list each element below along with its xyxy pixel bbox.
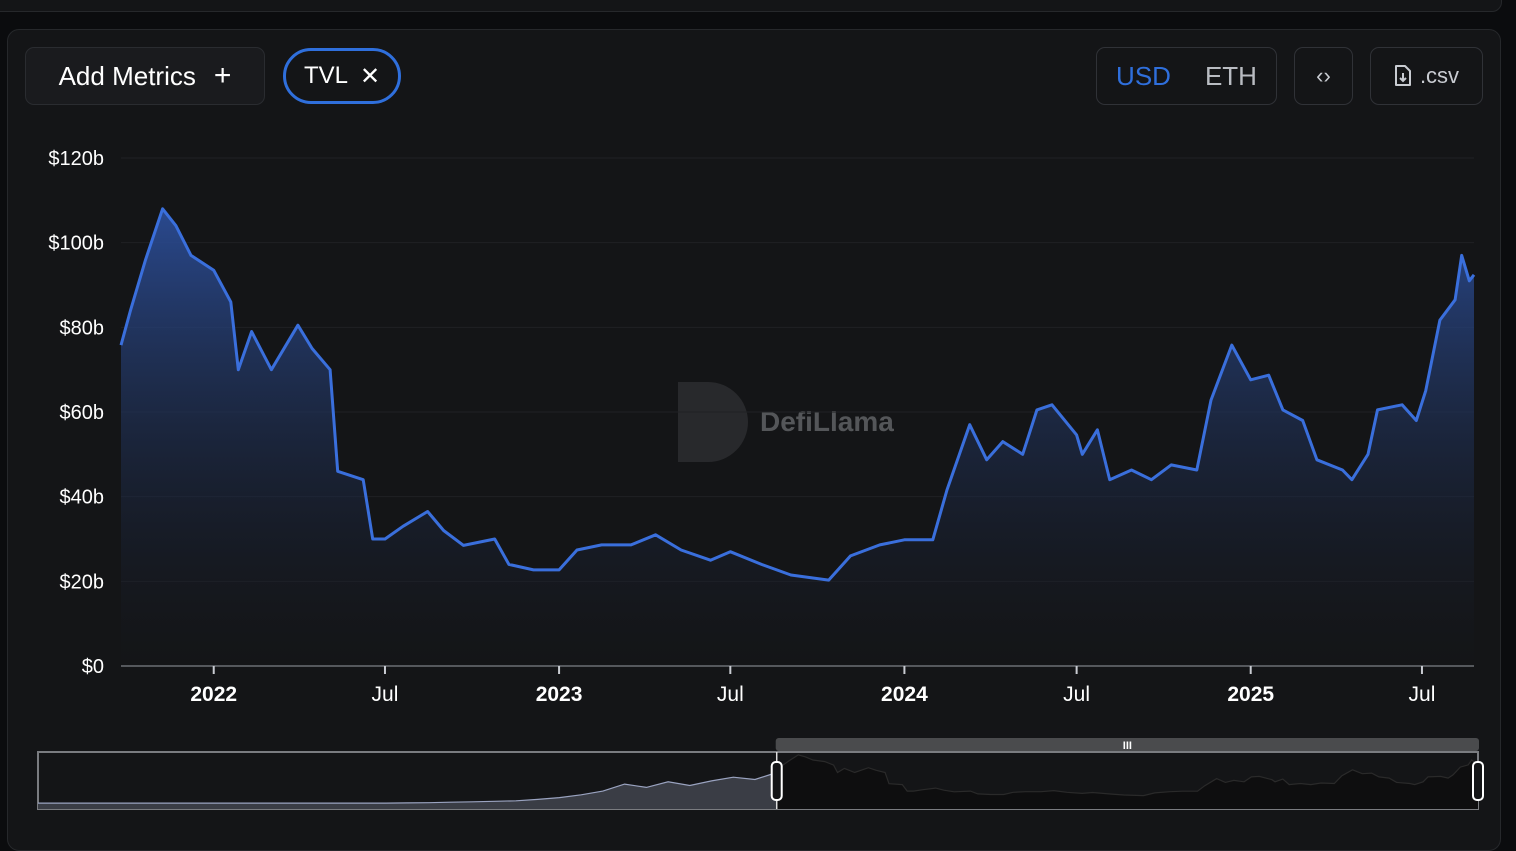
x-tick-label: Jul — [717, 683, 744, 706]
x-tick-label: Jul — [372, 683, 399, 706]
close-icon[interactable]: ✕ — [359, 62, 381, 90]
defillama-watermark: DefiLlama — [678, 382, 894, 462]
y-tick-label: $80b — [60, 317, 105, 339]
x-tick-label: 2022 — [190, 683, 237, 706]
x-tick-label: Jul — [1409, 683, 1436, 706]
tvl-label: TVL — [303, 62, 348, 89]
tvl-line — [119, 207, 1476, 582]
y-tick-label: $0 — [82, 656, 104, 678]
x-tick-label: 2025 — [1227, 683, 1274, 706]
tvl-chart[interactable]: $0 $20b $40b $60b $80b $100b $120b 2022 Jul 2023 J… — [0, 0, 1516, 827]
plus-icon: + — [213, 59, 232, 92]
navigator-scrollbar[interactable] — [775, 738, 1479, 751]
code-icon: ‹› — [1316, 63, 1331, 88]
add-metrics-label: Add Metrics — [58, 60, 196, 91]
watermark-text: DefiLlama — [760, 406, 894, 437]
currency-toggle: USD ETH — [1096, 47, 1277, 105]
add-metrics-button[interactable]: Add Metrics + — [25, 47, 265, 105]
embed-button[interactable]: ‹› — [1294, 47, 1353, 105]
currency-eth-option[interactable]: ETH — [1204, 60, 1257, 91]
llama-logo-icon — [678, 382, 748, 462]
navigator-left-handle[interactable] — [770, 761, 783, 801]
csv-label: .csv — [1419, 63, 1460, 88]
scrollbar-grip-icon: III — [1123, 740, 1132, 752]
y-tick-label: $120b — [48, 148, 104, 170]
navigator-selected-area — [776, 754, 1478, 809]
x-tick-label: 2023 — [536, 683, 583, 706]
navigator-selected-line — [776, 754, 1479, 797]
y-tick-label: $40b — [60, 487, 105, 509]
currency-usd-option[interactable]: USD — [1116, 60, 1171, 91]
tvl-metric-pill[interactable]: TVL ✕ — [283, 48, 401, 104]
download-csv-button[interactable]: .csv — [1370, 47, 1483, 105]
navigator-right-handle[interactable] — [1472, 761, 1484, 801]
y-tick-label: $20b — [60, 571, 105, 593]
file-download-icon — [1394, 65, 1411, 86]
tvl-area — [121, 208, 1474, 667]
x-tick-label: Jul — [1063, 683, 1090, 706]
navigator-history-line — [38, 771, 777, 804]
x-tick-label: 2024 — [881, 683, 928, 706]
y-tick-label: $100b — [48, 233, 104, 255]
navigator-history-area — [38, 772, 777, 809]
y-tick-label: $60b — [60, 402, 105, 424]
